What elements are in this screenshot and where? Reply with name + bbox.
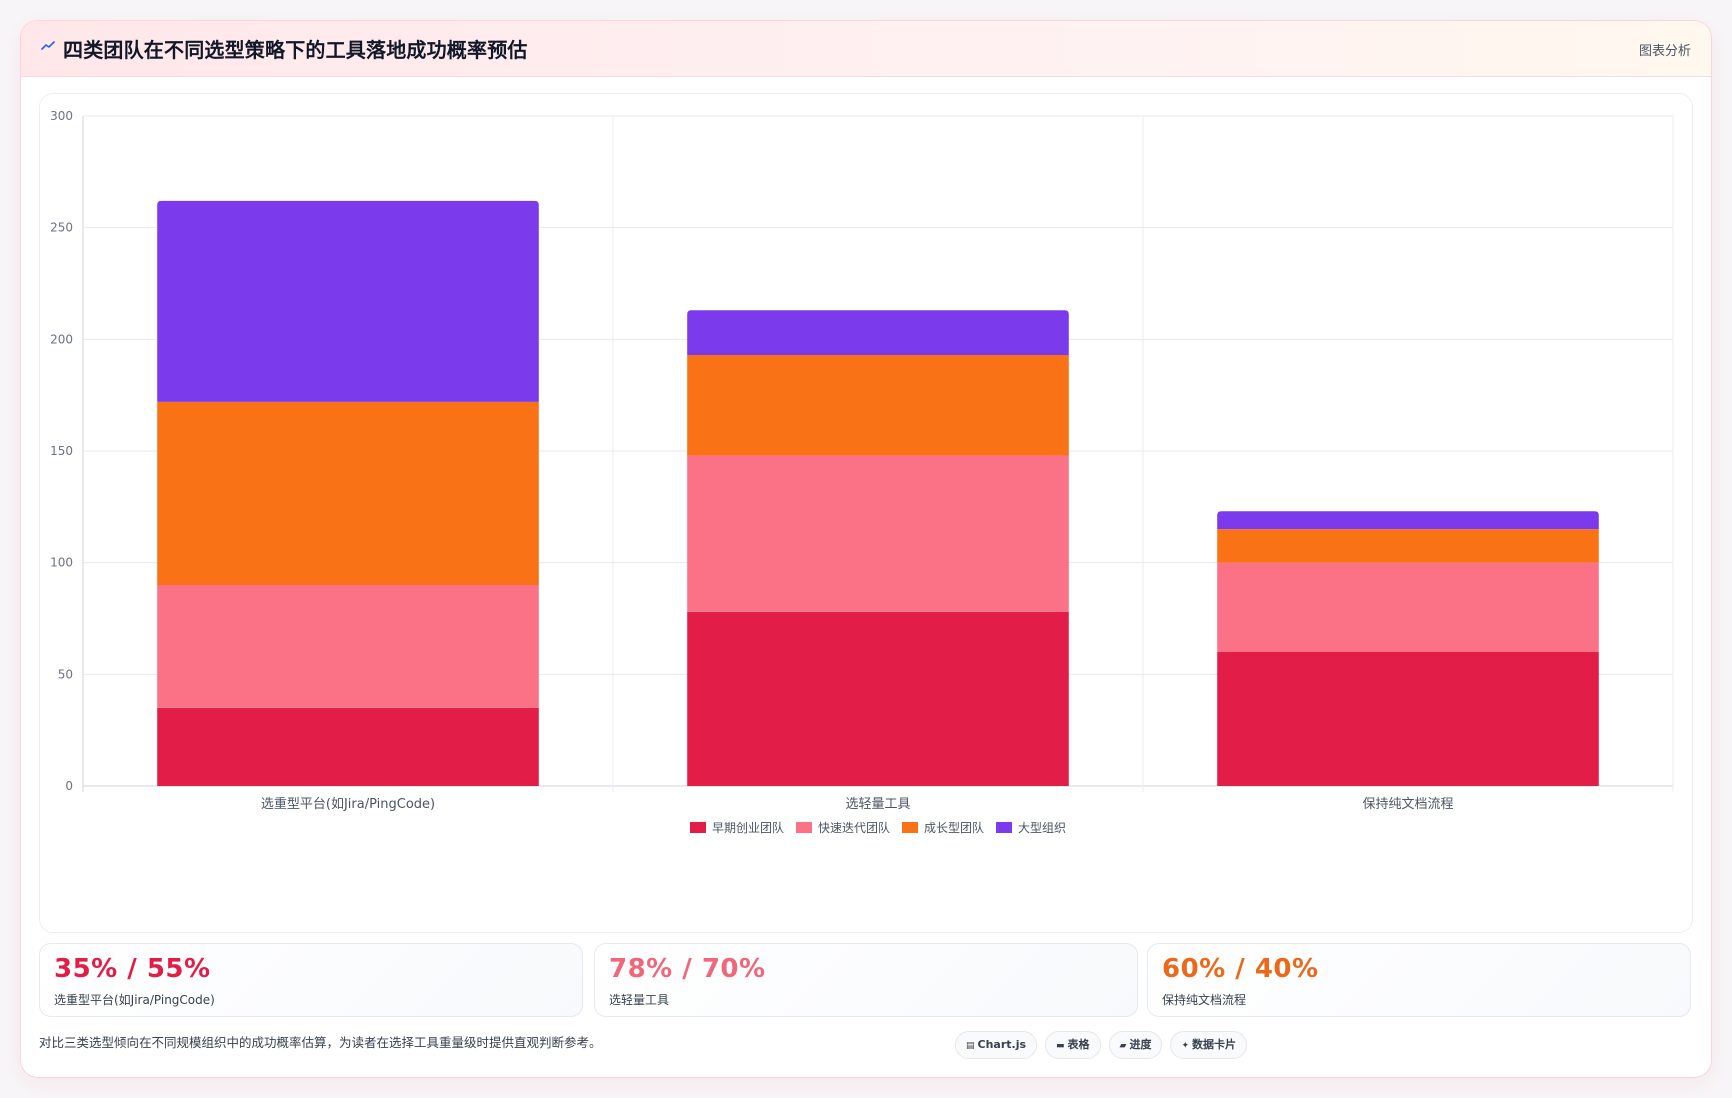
- bar-segment: [687, 455, 1069, 612]
- stat-value: 35% / 55%: [54, 954, 211, 984]
- bar-segment: [1217, 562, 1599, 652]
- bar-segment: [687, 310, 1069, 355]
- chip-label: 表格: [1067, 1038, 1090, 1051]
- bar-segment: [1217, 652, 1599, 786]
- stat-label: 选轻量工具: [609, 993, 670, 1007]
- stat-card-heavy: 35% / 55% 选重型平台(如Jira/PingCode): [39, 943, 583, 1017]
- stat-cards: 35% / 55% 选重型平台(如Jira/PingCode) 78% / 70…: [39, 943, 1691, 1017]
- legend-swatch: [996, 822, 1012, 833]
- chart-icon: ▤: [966, 1041, 975, 1051]
- bar-segment: [157, 585, 539, 708]
- chart-footnote: 对比三类选型倾向在不同规模组织中的成功概率估算，为读者在选择工具重量级时提供直观…: [39, 1035, 602, 1050]
- bar-segment: [687, 611, 1069, 786]
- y-tick-label: 300: [50, 109, 73, 123]
- y-tick-label: 100: [50, 556, 73, 570]
- bar-segment: [687, 354, 1069, 456]
- legend-swatch: [902, 822, 918, 833]
- stat-label: 保持纯文档流程: [1162, 993, 1247, 1007]
- stat-card-docs: 60% / 40% 保持纯文档流程: [1147, 943, 1691, 1017]
- progress-icon: ▰: [1119, 1041, 1127, 1051]
- legend-swatch: [796, 822, 812, 833]
- stacked-bar-chart: 0 50 100 150 200 250 300 选重型平台(如Jira/PingCode) 选…: [50, 109, 1674, 835]
- y-tick-label: 0: [65, 779, 73, 793]
- tag-chips: ▤ Chart.js ▬ 表格 ▰ 进度 ✦ 数据卡片: [955, 1031, 1255, 1061]
- chart-analysis-link[interactable]: 图表分析: [1638, 44, 1691, 59]
- chip-label: Chart.js: [977, 1038, 1027, 1051]
- legend-swatch: [690, 822, 706, 833]
- x-tick-label: 保持纯文档流程: [1362, 797, 1453, 812]
- bar-segment: [157, 200, 539, 402]
- stat-label: 选重型平台(如Jira/PingCode): [54, 993, 215, 1007]
- chip-chartjs[interactable]: ▤ Chart.js: [955, 1031, 1038, 1059]
- card-header: 四类团队在不同选型策略下的工具落地成功概率预估 图表分析: [21, 21, 1711, 77]
- chip-progress[interactable]: ▰ 进度: [1108, 1031, 1163, 1059]
- page-title: 四类团队在不同选型策略下的工具落地成功概率预估: [63, 38, 528, 62]
- trend-icon: [41, 41, 55, 50]
- legend-label: 大型组织: [1018, 821, 1066, 835]
- stat-value: 60% / 40%: [1162, 954, 1319, 984]
- y-tick-label: 200: [50, 332, 73, 346]
- chip-table[interactable]: ▬ 表格: [1045, 1031, 1101, 1059]
- bar-segment: [157, 707, 539, 786]
- chip-label: 进度: [1129, 1038, 1152, 1051]
- chip-data-card[interactable]: ✦ 数据卡片: [1170, 1031, 1248, 1059]
- x-tick-label: 选重型平台(如Jira/PingCode): [261, 796, 435, 812]
- y-tick-label: 50: [58, 667, 73, 681]
- chart-container: 0 50 100 150 200 250 300 选重型平台(如Jira/PingCode) 选…: [39, 93, 1693, 933]
- legend-label: 成长型团队: [924, 820, 984, 835]
- legend-label: 快速迭代团队: [818, 820, 890, 835]
- legend-label: 早期创业团队: [712, 820, 784, 835]
- stat-value: 78% / 70%: [609, 954, 766, 984]
- y-tick-label: 150: [50, 444, 73, 458]
- sparkle-icon: ✦: [1181, 1041, 1190, 1051]
- bar-segment: [1217, 529, 1599, 563]
- table-icon: ▬: [1056, 1041, 1065, 1051]
- y-tick-label: 250: [50, 221, 73, 235]
- chip-label: 数据卡片: [1192, 1038, 1237, 1051]
- bar-segment: [157, 401, 539, 585]
- chart-card: 四类团队在不同选型策略下的工具落地成功概率预估 图表分析 0 50 100 150 20…: [20, 20, 1712, 1078]
- x-tick-label: 选轻量工具: [845, 797, 910, 812]
- bar-segment: [1217, 511, 1599, 530]
- stat-card-light: 78% / 70% 选轻量工具: [594, 943, 1138, 1017]
